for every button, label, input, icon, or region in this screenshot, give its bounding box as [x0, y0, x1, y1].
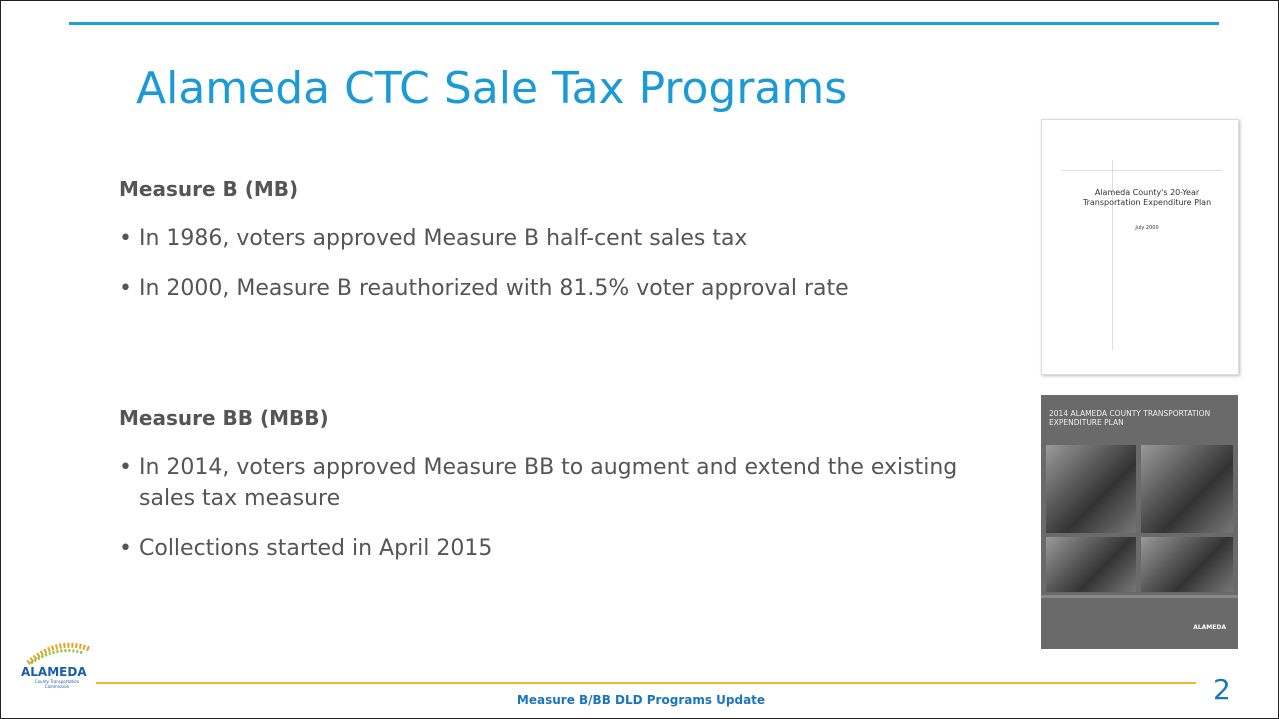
page-number: 2	[1213, 673, 1231, 706]
section-heading: Measure BB (MBB)	[119, 406, 329, 430]
cover-logo: ALAMEDA	[1193, 624, 1226, 631]
bullet: In 1986, voters approved Measure B half-…	[119, 223, 999, 254]
slide-title: Alameda CTC Sale Tax Programs	[136, 63, 848, 114]
section: Measure B (MB) In 1986, voters approved M…	[119, 177, 999, 323]
logo-name: ALAMEDA	[21, 665, 87, 679]
logo-subtitle: County Transportation Commission	[34, 679, 80, 689]
logo: ALAMEDA County Transportation Commission	[19, 641, 99, 711]
bottom-rule	[96, 682, 1196, 684]
cover-title: Alameda County's 20-Year Transportation …	[1082, 188, 1212, 207]
cover-title: 2014 ALAMEDA COUNTY TRANSPORTATION EXPEN…	[1049, 409, 1211, 427]
top-rule	[69, 22, 1219, 25]
section-heading: Measure B (MB)	[119, 177, 299, 201]
logo-arc	[26, 642, 90, 665]
cover-image: Alameda County's 20-Year Transportation …	[1041, 119, 1239, 375]
footer-text: Measure B/BB DLD Programs Update	[516, 693, 766, 707]
bullet: In 2000, Measure B reauthorized with 81.…	[119, 273, 999, 304]
cover-date: July 2000	[1135, 225, 1159, 231]
bullet: In 2014, voters approved Measure BB to a…	[119, 452, 999, 514]
bullet: Collections started in April 2015	[119, 533, 999, 564]
section: Measure BB (MBB) In 2014, voters approved…	[119, 406, 999, 583]
cover-image: 2014 ALAMEDA COUNTY TRANSPORTATION EXPEN…	[1041, 395, 1238, 649]
